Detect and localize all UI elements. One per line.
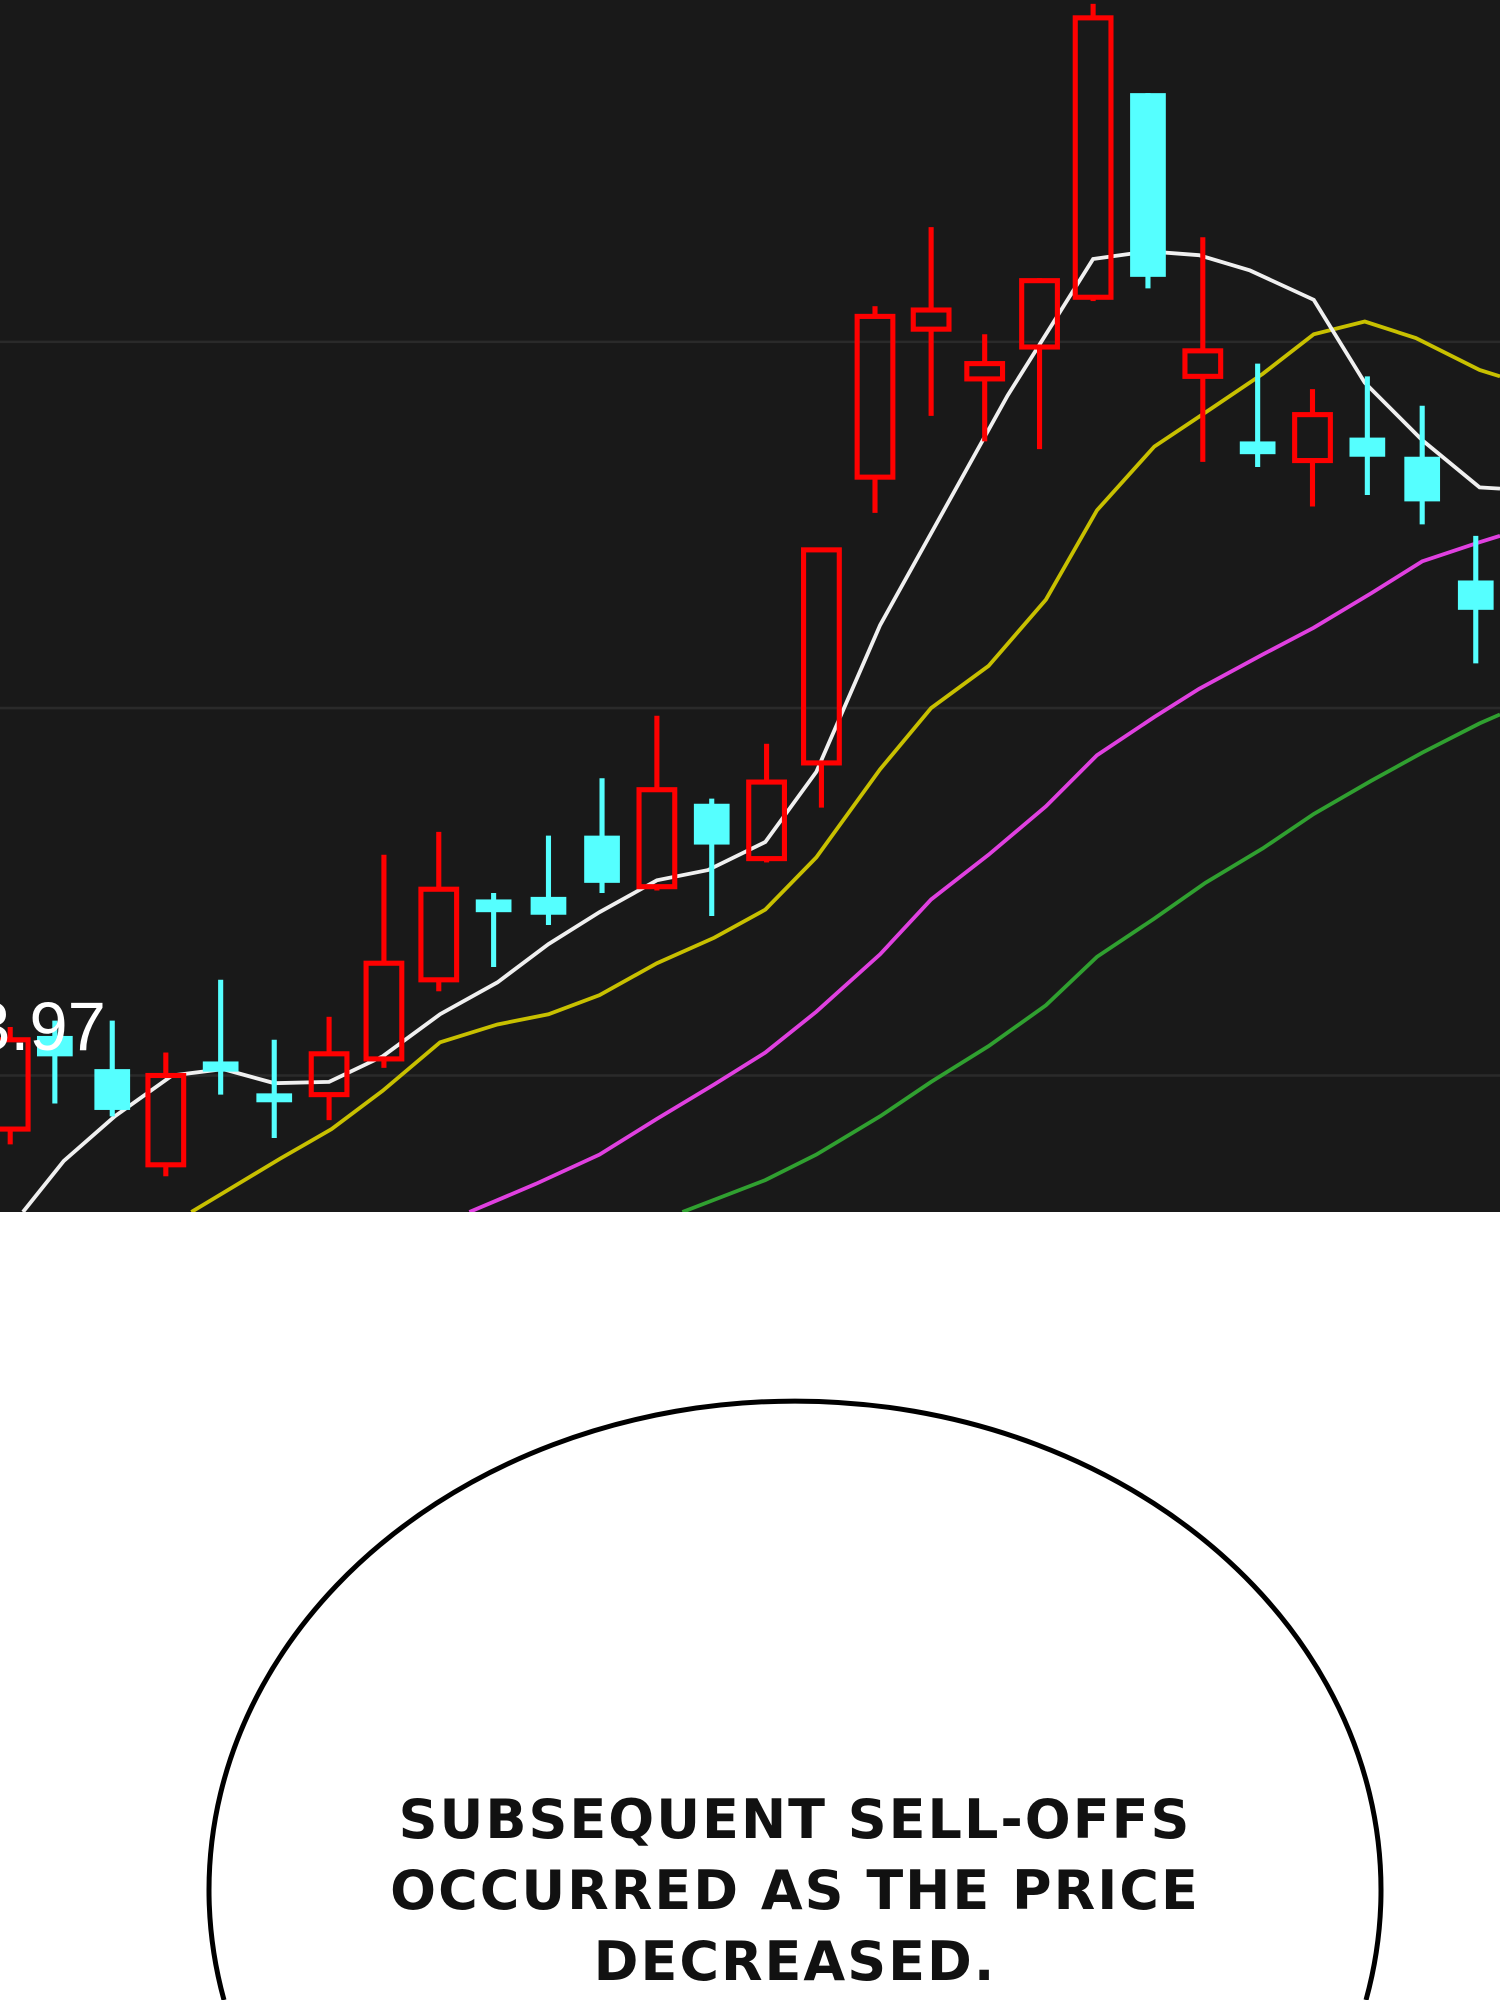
candle-down <box>1404 405 1441 525</box>
candle-body <box>1072 15 1114 300</box>
candle-up <box>418 831 460 992</box>
candle-body <box>1404 456 1441 502</box>
candle-up <box>964 334 1006 442</box>
speech-bubble <box>206 1398 1384 2000</box>
candle-body <box>1239 441 1276 455</box>
candle-body <box>36 1035 73 1057</box>
candle-up <box>363 854 405 1068</box>
candle-up <box>801 547 842 808</box>
candle-body <box>475 899 512 913</box>
candle-down <box>1457 535 1494 664</box>
candle-down <box>530 835 567 925</box>
candle-body <box>1019 278 1060 350</box>
candle-down <box>256 1039 293 1139</box>
candle-up <box>1292 389 1333 507</box>
ma-yellow-line <box>190 319 1500 1212</box>
candle-body <box>0 1037 31 1132</box>
candle-body <box>1182 348 1224 379</box>
candle-down <box>1130 93 1166 289</box>
candle-body <box>910 307 952 332</box>
candle-body <box>693 803 730 845</box>
speech-bubble-outline <box>209 1401 1381 2000</box>
candle-up <box>145 1052 187 1177</box>
candle-down <box>584 778 620 894</box>
speech-line-3: DECREASED. <box>593 1930 997 1993</box>
candle-body <box>964 361 1006 382</box>
candle-body <box>801 547 842 766</box>
candle-body <box>418 886 460 983</box>
candle-up <box>910 227 952 416</box>
candle-up <box>746 743 787 863</box>
candle-up <box>1182 237 1224 462</box>
speech-bubble-text: SUBSEQUENT SELL-OFFS OCCURRED AS THE PRI… <box>300 1784 1290 1997</box>
ma-white-line <box>21 249 1500 1212</box>
candle-body <box>530 896 567 915</box>
candle-body <box>746 779 787 862</box>
candle-body <box>256 1093 293 1103</box>
candle-down <box>693 798 730 917</box>
speech-bubble-border <box>206 1398 1384 2000</box>
candle-body <box>854 313 896 480</box>
candle-up <box>0 1027 31 1145</box>
candle-up <box>1072 3 1114 302</box>
candle-body <box>94 1069 131 1110</box>
price-label: 3.97 <box>0 988 106 1065</box>
speech-line-2: OCCURRED AS THE PRICE <box>390 1859 1200 1922</box>
moving-average-lines <box>21 249 1500 1212</box>
candle-down <box>1349 376 1386 496</box>
candle-down <box>1239 363 1276 467</box>
candle-down <box>36 1020 73 1104</box>
candles <box>0 3 1494 1177</box>
ma-green-line <box>681 712 1500 1212</box>
ma-magenta-line <box>468 534 1500 1212</box>
candle-body <box>202 1061 239 1072</box>
candle-body <box>636 787 678 890</box>
candle-up <box>308 1016 350 1121</box>
candle-up <box>1019 278 1060 450</box>
candle-down <box>475 893 512 968</box>
candlestick-chart: 3.97 <box>0 3 1500 1212</box>
candle-body <box>584 835 620 883</box>
candlestick-chart-panel: 3.97 <box>0 0 1500 1212</box>
candle-body <box>308 1051 350 1098</box>
candle-up <box>636 715 678 891</box>
candle-down <box>94 1020 131 1117</box>
candle-body <box>1292 412 1333 464</box>
candle-body <box>1349 437 1386 457</box>
candle-body <box>145 1072 187 1168</box>
candle-body <box>363 960 405 1062</box>
candle-body <box>1130 93 1166 277</box>
candle-body <box>1457 580 1494 610</box>
speech-line-1: SUBSEQUENT SELL-OFFS <box>398 1788 1192 1851</box>
candle-up <box>854 306 896 513</box>
candle-down <box>202 979 239 1095</box>
